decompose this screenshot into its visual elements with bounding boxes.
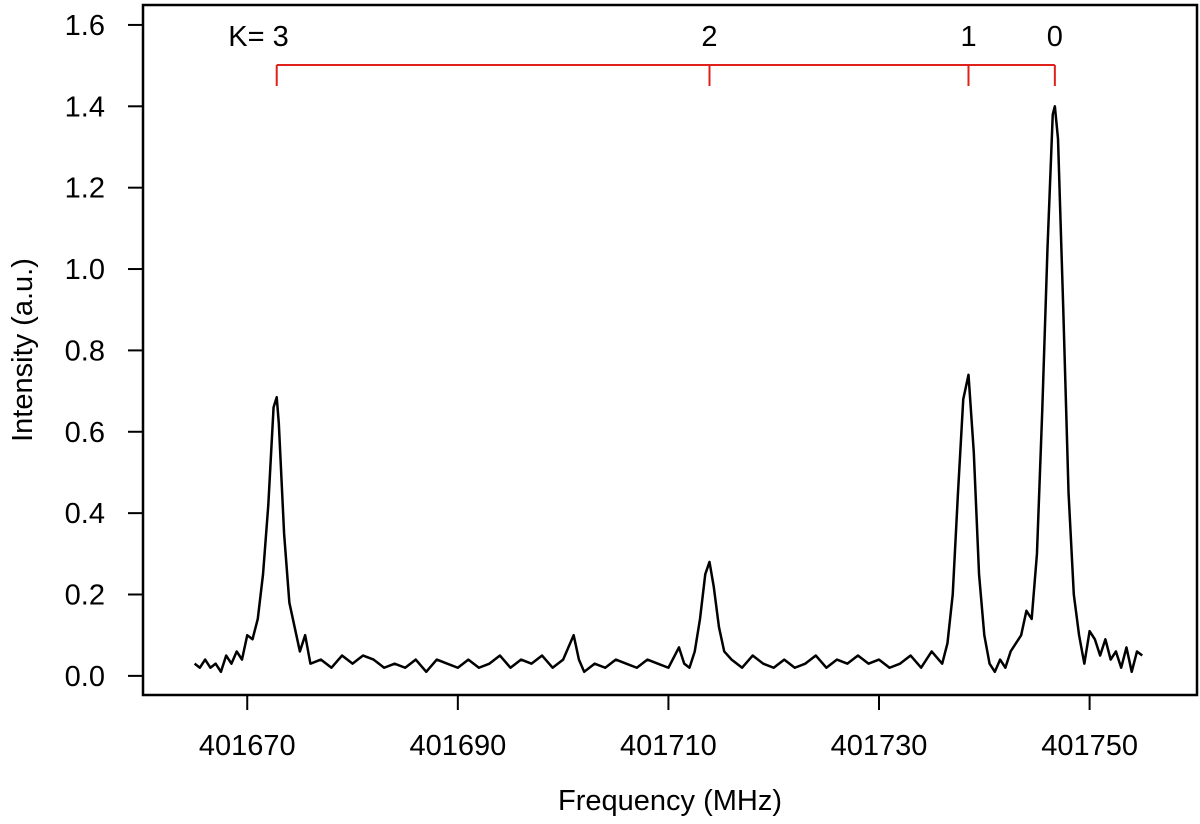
- ladder-label: 2: [701, 21, 717, 53]
- y-tick-label: 0.0: [65, 661, 105, 693]
- y-tick-label: 0.4: [65, 498, 105, 530]
- x-tick-label: 401670: [199, 730, 296, 762]
- y-tick-label: 0.8: [65, 335, 105, 367]
- y-tick-label: 1.0: [65, 254, 105, 286]
- ladder-label: K= 3: [228, 21, 288, 53]
- x-tick-label: 401690: [409, 730, 506, 762]
- plot-frame: [141, 3, 1199, 697]
- x-axis-label: Frequency (MHz): [558, 785, 782, 817]
- y-tick-label: 1.2: [65, 173, 105, 205]
- y-tick-label: 1.6: [65, 10, 105, 42]
- y-axis-label: Intensity (a.u.): [7, 258, 39, 442]
- y-tick-label: 1.4: [65, 91, 105, 123]
- x-tick-label: 401750: [1041, 730, 1138, 762]
- spectrum-line: [193, 105, 1144, 674]
- ladder-label: 0: [1047, 21, 1063, 53]
- y-tick-label: 0.2: [65, 580, 105, 612]
- ladder-label: 1: [960, 21, 976, 53]
- x-tick-label: 401730: [831, 730, 928, 762]
- x-tick-label: 401710: [620, 730, 717, 762]
- y-tick-label: 0.6: [65, 417, 105, 449]
